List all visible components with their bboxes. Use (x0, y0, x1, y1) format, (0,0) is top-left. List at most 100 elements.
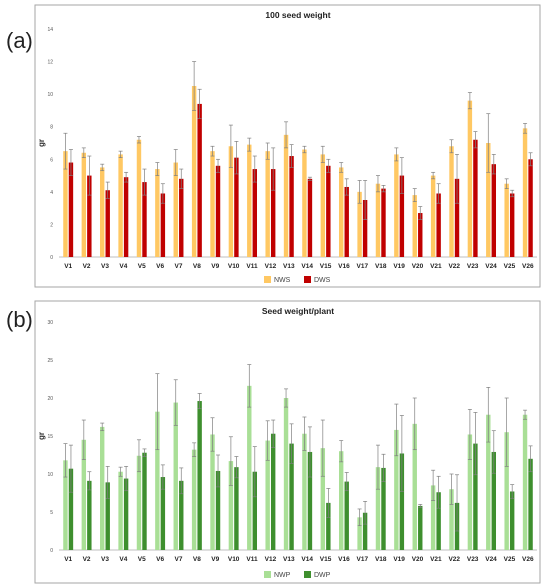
x-tick-label: V5 (138, 263, 146, 270)
legend-label-dws: DWS (314, 277, 331, 284)
bar-nws-v16 (338, 167, 344, 257)
x-tick-label: V9 (211, 263, 219, 270)
bar-nwp-v13 (283, 398, 289, 550)
bar-dwp-v24 (491, 451, 497, 550)
x-tick-label: V25 (504, 556, 516, 563)
x-tick-label: V1 (64, 556, 72, 563)
x-tick-label: V7 (175, 556, 183, 563)
x-tick-label: V15 (320, 263, 332, 270)
bar-dwp-v14 (307, 451, 313, 550)
x-tick-label: V22 (448, 263, 460, 270)
bar-dws-v12 (270, 169, 276, 257)
bar-nws-v18 (375, 183, 381, 257)
bar-nws-v23 (467, 100, 473, 258)
bar-nws-v11 (247, 144, 252, 257)
x-tick-label: V21 (430, 263, 442, 270)
x-tick-label: V3 (101, 556, 109, 563)
bar-nws-v13 (283, 134, 289, 257)
bar-dwp-v4 (123, 478, 129, 550)
x-tick-label: V8 (193, 263, 201, 270)
bar-dws-v18 (381, 188, 386, 257)
bar-dws-v14 (307, 178, 313, 257)
bar-nws-v6 (155, 169, 160, 257)
bar-dwp-v8 (197, 401, 202, 550)
y-tick-label: 15 (47, 434, 53, 440)
y-tick-label: 8 (50, 125, 53, 131)
panel-letter-a: (a) (6, 28, 33, 53)
bar-nwp-v26 (522, 414, 528, 550)
x-tick-label: V6 (156, 263, 164, 270)
y-tick-label: 10 (47, 92, 53, 98)
x-tick-label: V18 (375, 556, 387, 563)
bar-nwp-v12 (265, 440, 270, 550)
bar-nws-v19 (394, 154, 399, 257)
bar-nwp-v19 (394, 429, 399, 550)
y-tick-label: 20 (47, 396, 53, 402)
bar-nws-v5 (136, 139, 142, 257)
x-tick-label: V26 (522, 556, 534, 563)
legend-swatch-nws (264, 276, 271, 283)
bar-nws-v4 (118, 154, 123, 257)
bar-nwp-v25 (504, 432, 509, 550)
bar-nwp-v22 (449, 489, 454, 550)
bar-nwp-v21 (430, 485, 436, 550)
bar-dws-v5 (142, 182, 147, 257)
bar-nwp-v20 (412, 423, 417, 550)
bar-dwp-v26 (528, 458, 533, 550)
bar-dwp-v11 (252, 471, 258, 550)
x-tick-label: V13 (283, 263, 295, 270)
bar-nwp-v24 (486, 414, 491, 550)
x-tick-label: V11 (246, 556, 258, 563)
x-tick-label: V18 (375, 263, 387, 270)
bar-dwp-v10 (234, 467, 239, 550)
bar-dws-v10 (234, 157, 239, 257)
y-tick-label: 14 (47, 27, 53, 33)
x-tick-label: V25 (504, 263, 516, 270)
y-axis-label: gr (37, 139, 46, 147)
bar-dwp-v23 (473, 443, 478, 550)
x-tick-label: V22 (448, 556, 460, 563)
x-tick-label: V3 (101, 263, 109, 270)
bar-dws-v8 (197, 103, 202, 258)
bar-nws-v15 (320, 154, 326, 257)
x-tick-label: V20 (412, 263, 424, 270)
bar-dwp-v15 (326, 502, 331, 550)
bar-dws-v25 (509, 193, 515, 257)
bar-nws-v3 (99, 167, 105, 257)
chart-100-seed-weight: 100 seed weight gr 0 2 4 6 8 10 12 14 V1 V2 V3 V4 V5 V6… (34, 4, 541, 288)
bar-nwp-v7 (173, 402, 178, 550)
bar-nwp-v14 (302, 433, 307, 550)
bar-dws-v9 (215, 165, 221, 257)
y-tick-label: 12 (47, 60, 53, 66)
x-tick-label: V4 (119, 263, 127, 270)
bar-nws-v8 (191, 86, 197, 257)
chart-title: Seed weight/plant (262, 306, 334, 316)
x-tick-label: V12 (265, 556, 277, 563)
bar-dwp-v5 (142, 452, 147, 550)
bar-dwp-v1 (68, 468, 74, 550)
bar-nws-v1 (63, 151, 68, 257)
x-tick-label: V17 (357, 263, 369, 270)
bar-dws-v21 (436, 193, 441, 257)
y-tick-label: 0 (50, 548, 53, 554)
bar-dwp-v16 (344, 481, 349, 550)
x-tick-label: V6 (156, 556, 164, 563)
bar-nwp-v9 (210, 434, 215, 550)
bar-dws-v17 (362, 200, 368, 257)
bar-nwp-v2 (81, 439, 87, 550)
bar-nwp-v23 (467, 434, 473, 550)
bar-dws-v24 (491, 164, 497, 257)
bar-dws-v16 (344, 186, 349, 257)
bar-dwp-v19 (399, 453, 405, 550)
bar-nwp-v4 (118, 471, 123, 550)
bar-nwp-v15 (320, 448, 326, 550)
bar-dws-v6 (160, 193, 166, 257)
bar-nwp-v10 (228, 461, 234, 550)
bar-dws-v4 (123, 177, 129, 257)
bar-dws-v3 (105, 190, 110, 257)
bar-nws-v25 (504, 183, 509, 257)
chart-title: 100 seed weight (265, 10, 330, 20)
x-tick-label: V10 (228, 556, 240, 563)
bar-nwp-v6 (155, 411, 160, 550)
legend-label-dwp: DWP (314, 572, 331, 579)
